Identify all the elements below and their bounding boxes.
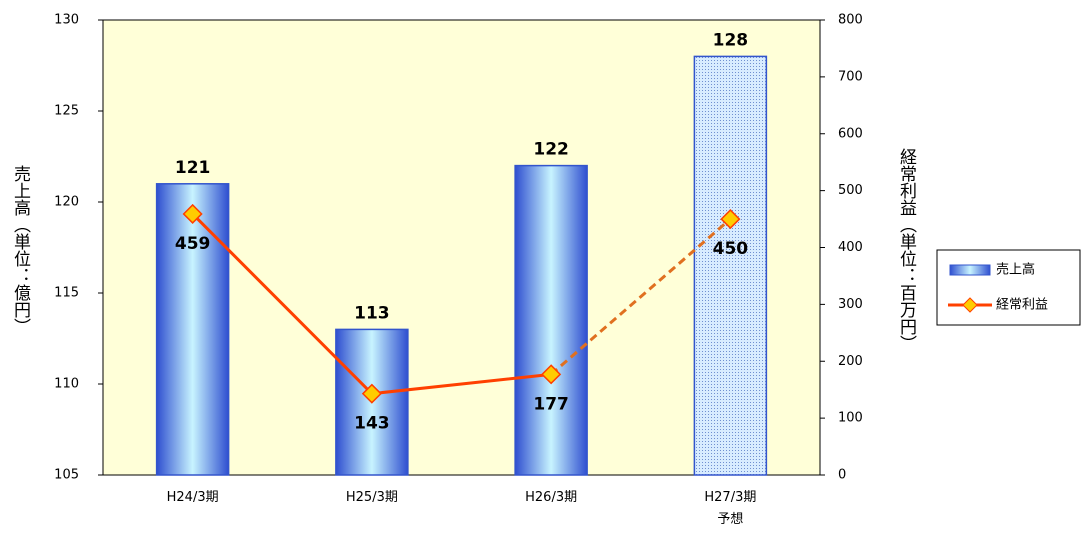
- legend-swatch: [949, 264, 991, 276]
- bar-value-label: 128: [713, 30, 749, 50]
- bar-value-label: 113: [354, 303, 390, 323]
- y2-tick-label: 700: [838, 69, 863, 84]
- y2-tick-label: 0: [838, 468, 846, 483]
- y-tick-label: 115: [54, 286, 79, 301]
- y2-tick-label: 100: [838, 411, 863, 426]
- marker: [720, 209, 741, 230]
- y2-tick-label: 400: [838, 240, 863, 255]
- line-forecast: [550, 217, 732, 376]
- x-tick-label: H25/3期: [346, 490, 398, 505]
- marker: [182, 203, 203, 225]
- line-value-label: 143: [354, 414, 390, 434]
- line-value-label: 459: [175, 234, 211, 254]
- y-tick-label: 125: [54, 104, 79, 119]
- legend-marker: [962, 297, 978, 313]
- y2-tick-label: 500: [838, 183, 863, 198]
- legend-box: [936, 249, 1081, 326]
- bar: [514, 164, 588, 476]
- x-tick-label: H24/3期: [167, 490, 219, 505]
- y2-tick-label: 800: [838, 13, 863, 28]
- y-tick-label: 105: [54, 468, 79, 483]
- y-tick-label: 130: [54, 13, 79, 28]
- legend-label: 経常利益: [996, 298, 1048, 313]
- bar: [693, 55, 768, 476]
- y-tick-label: 110: [54, 377, 79, 392]
- x-tick-label: H26/3期: [525, 490, 577, 505]
- line-value-label: 177: [533, 394, 569, 414]
- marker: [541, 364, 562, 385]
- legend-label: 売上高: [996, 262, 1035, 278]
- y2-tick-label: 600: [838, 126, 863, 141]
- y-axis-label: 売上高（単位：億円）: [10, 165, 31, 335]
- bar-value-label: 121: [175, 158, 211, 178]
- y-tick-label: 120: [54, 195, 79, 210]
- y2-tick-label: 300: [838, 297, 863, 312]
- y2-tick-label: 200: [838, 354, 863, 369]
- bar: [155, 183, 230, 476]
- line-value-label: 450: [713, 239, 749, 259]
- y2-axis-label: 経常利益（単位：百万円）: [896, 148, 917, 352]
- marker: [361, 383, 382, 404]
- x-tick-label: H27/3期予想: [704, 490, 756, 527]
- bar-value-label: 122: [533, 140, 569, 160]
